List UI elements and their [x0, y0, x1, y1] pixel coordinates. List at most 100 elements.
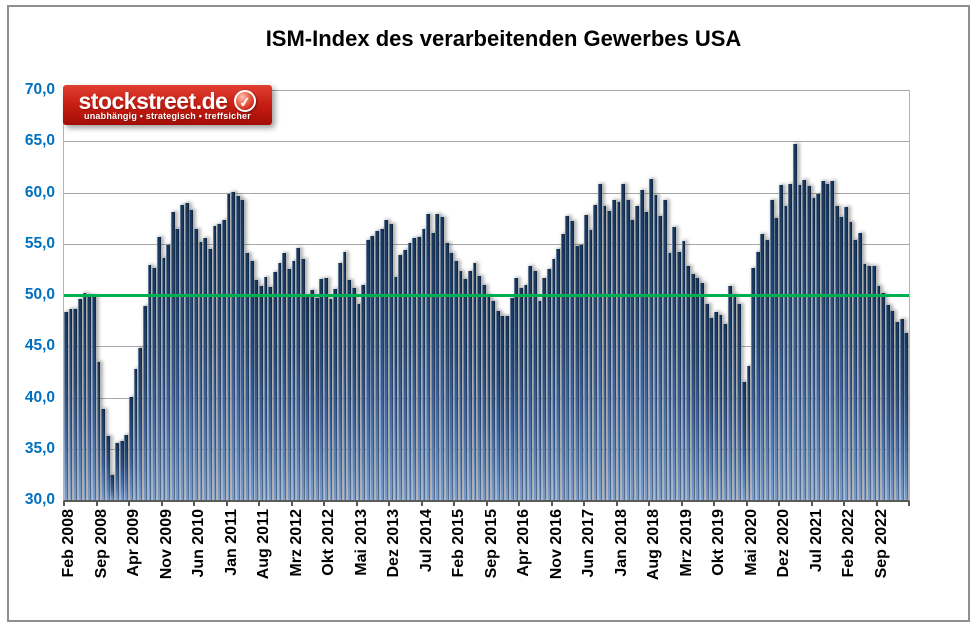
bar — [593, 204, 598, 500]
x-tick-label: Dez 2013 — [385, 509, 402, 578]
bar — [416, 236, 421, 500]
bar — [110, 475, 115, 500]
bar — [556, 248, 560, 500]
x-tick — [225, 501, 228, 506]
bar — [184, 202, 189, 500]
bar — [407, 242, 412, 500]
bar — [249, 261, 254, 500]
bar — [254, 279, 259, 500]
bar — [282, 253, 287, 500]
gridline — [64, 192, 909, 194]
bar — [398, 255, 403, 500]
bar — [194, 229, 198, 500]
x-tick — [713, 501, 715, 506]
bar — [630, 220, 635, 500]
bar — [212, 226, 217, 500]
bar — [667, 253, 672, 500]
bar — [825, 184, 830, 500]
x-tick — [420, 501, 423, 506]
bar — [189, 209, 194, 500]
x-tick — [843, 501, 845, 506]
gridline — [64, 90, 909, 91]
bar — [505, 315, 509, 500]
x-tick-label: Jan 2018 — [612, 509, 630, 577]
bar — [463, 278, 468, 500]
x-tick — [875, 501, 878, 506]
bar — [783, 205, 788, 500]
bar — [834, 205, 839, 500]
bar — [570, 221, 574, 500]
x-tick-label: Jul 2014 — [417, 509, 435, 573]
bar — [844, 206, 848, 500]
bar — [351, 287, 356, 500]
x-tick-label: Aug 2018 — [645, 509, 662, 581]
bar — [435, 214, 440, 500]
y-tick-label: 70,0 — [24, 81, 55, 98]
bar — [765, 239, 769, 500]
bar — [82, 292, 87, 500]
bar — [314, 298, 319, 500]
bar — [170, 212, 175, 500]
bar — [500, 315, 505, 500]
bar — [625, 199, 630, 500]
bar — [695, 277, 700, 500]
x-tick — [160, 501, 163, 506]
x-tick-label: Aug 2011 — [255, 509, 272, 580]
bar — [727, 285, 732, 500]
x-tick-label: Sep 2015 — [482, 509, 500, 579]
x-tick-label: Feb 2008 — [60, 509, 77, 578]
bar — [890, 311, 895, 500]
bar — [175, 229, 180, 500]
bar — [797, 185, 802, 500]
bar — [124, 435, 129, 500]
bar — [649, 179, 653, 500]
bar — [746, 365, 751, 500]
x-tick — [193, 501, 195, 506]
bar — [709, 317, 714, 500]
x-tick-label: Mai 2020 — [742, 509, 760, 576]
bar — [384, 220, 389, 500]
bar — [774, 218, 779, 500]
x-tick — [290, 501, 293, 506]
bar — [621, 184, 625, 500]
bar — [96, 361, 101, 500]
bar — [565, 216, 570, 500]
bar — [662, 199, 667, 500]
x-tick — [778, 501, 780, 506]
bar — [444, 242, 449, 500]
x-tick-label: Jun 2017 — [580, 509, 597, 578]
bar — [105, 436, 110, 500]
bar — [607, 210, 612, 500]
bar — [871, 266, 876, 500]
x-tick-label: Sep 2008 — [92, 509, 110, 579]
x-tick-label: Mrz 2019 — [677, 509, 695, 577]
bar — [584, 215, 588, 500]
bar — [658, 216, 663, 500]
bar — [542, 277, 547, 500]
bar — [769, 199, 774, 500]
bar — [792, 144, 797, 500]
bar — [375, 231, 379, 500]
bar — [597, 184, 602, 500]
bar — [472, 263, 477, 500]
plot-area — [63, 90, 910, 502]
bar — [412, 237, 417, 500]
bar — [495, 311, 500, 500]
stockstreet-logo: stockstreet.de ✓ unabhängig • strategisc… — [63, 85, 272, 125]
x-tick — [583, 501, 585, 506]
x-tick — [810, 501, 813, 506]
bar — [64, 312, 68, 500]
x-tick-label: Feb 2022 — [840, 509, 857, 578]
bar — [486, 295, 491, 500]
bar — [361, 284, 365, 500]
x-tick — [355, 501, 358, 506]
x-tick — [258, 501, 260, 506]
x-tick — [745, 501, 748, 506]
bar — [732, 294, 737, 500]
bar — [467, 271, 472, 500]
bar — [523, 284, 528, 500]
bar — [653, 194, 658, 500]
bar — [389, 224, 393, 500]
x-tick — [648, 501, 650, 506]
y-tick-label: 50,0 — [24, 286, 55, 303]
